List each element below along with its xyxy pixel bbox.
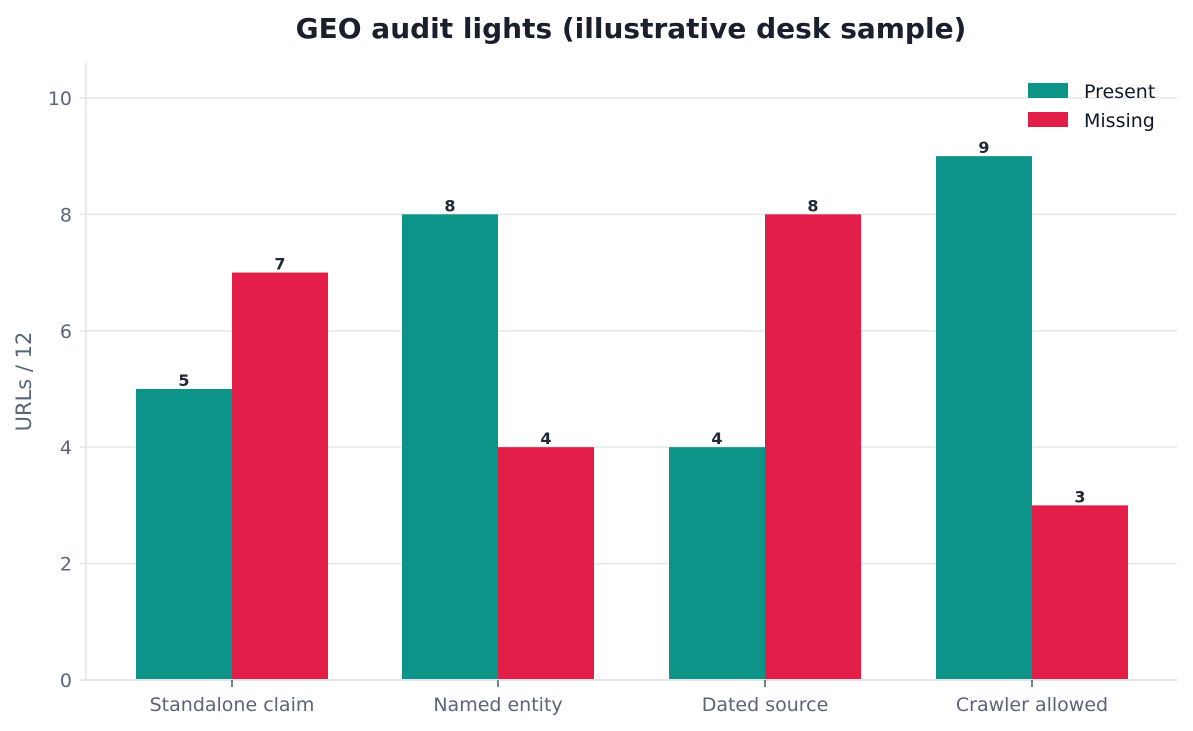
data-label: 8: [444, 196, 455, 215]
bar-present: [402, 214, 498, 680]
data-label: 7: [274, 255, 285, 274]
data-label: 5: [178, 371, 189, 390]
x-tick-label: Dated source: [702, 694, 829, 716]
y-tick-label: 10: [48, 88, 72, 110]
bar-missing: [232, 272, 328, 680]
bar-present: [669, 447, 765, 680]
bar-present: [936, 156, 1032, 680]
y-axis-label: URLs / 12: [12, 332, 36, 432]
y-tick-label: 0: [60, 670, 72, 692]
legend-swatch-missing: [1028, 112, 1068, 127]
legend: Present Missing: [1028, 81, 1155, 132]
data-label: 3: [1074, 487, 1085, 506]
bar-missing: [498, 447, 594, 680]
legend-label-present: Present: [1084, 81, 1155, 103]
x-tick-label: Crawler allowed: [956, 694, 1108, 716]
y-tick-label: 2: [60, 554, 72, 576]
bar-present: [136, 388, 232, 680]
legend-swatch-present: [1028, 83, 1068, 98]
data-label: 9: [978, 138, 989, 157]
axes: 0 2 4 6 8 10 Standalone claim Named entity Dated…: [48, 63, 1177, 716]
bars: [136, 156, 1128, 680]
data-label: 4: [711, 429, 722, 448]
legend-label-missing: Missing: [1084, 110, 1155, 132]
bar-missing: [765, 214, 861, 680]
y-tick-label: 4: [60, 437, 72, 459]
y-tick-label: 6: [60, 321, 72, 343]
bar-missing: [1032, 505, 1128, 680]
data-labels: 5 8 4 9 7 4 8 3: [178, 138, 1085, 506]
x-tick-label: Named entity: [433, 694, 562, 716]
data-label: 8: [807, 196, 818, 215]
x-tick-label: Standalone claim: [150, 694, 315, 716]
y-tick-label: 8: [60, 204, 72, 226]
chart-title: GEO audit lights (illustrative desk samp…: [296, 12, 967, 45]
data-label: 4: [540, 429, 551, 448]
